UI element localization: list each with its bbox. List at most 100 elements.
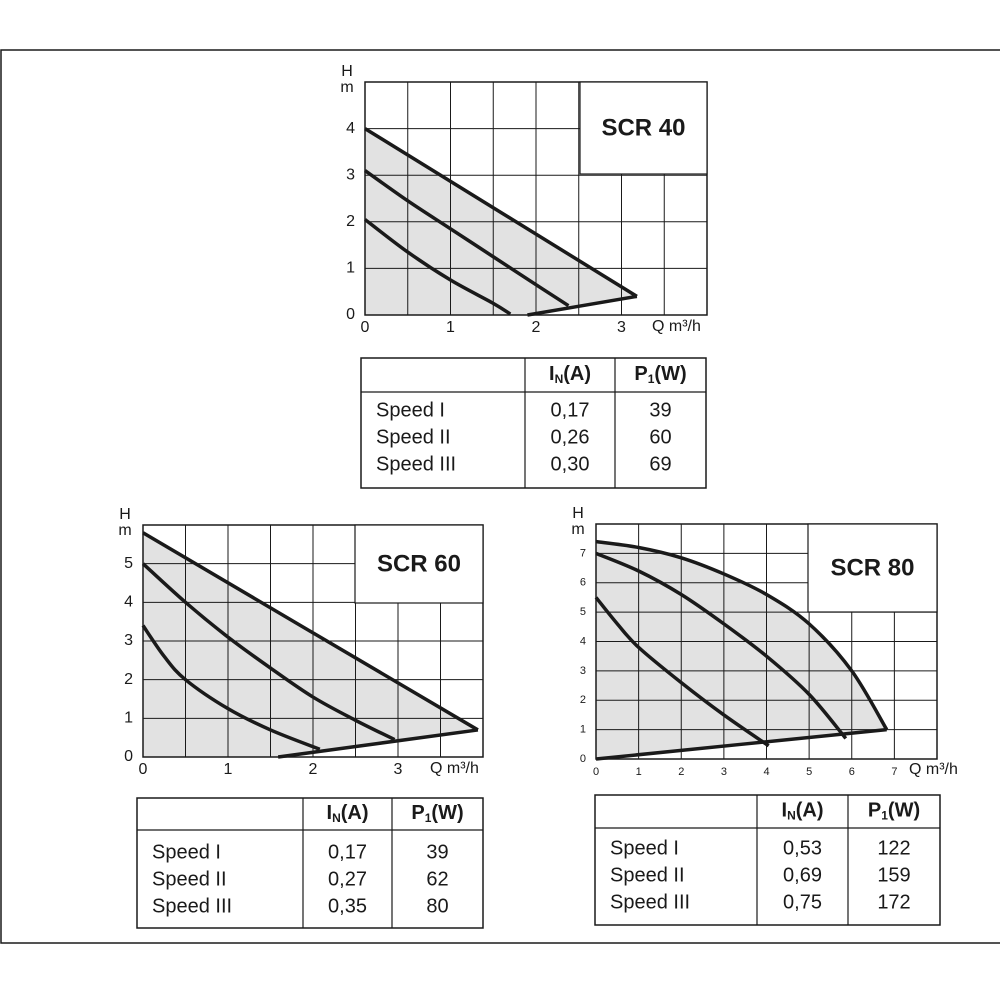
pump-curve: [363, 218, 512, 316]
table-header: P1(W): [411, 802, 463, 825]
table-cell: 0,26: [551, 426, 590, 448]
header-subscript: N: [332, 811, 341, 825]
x-tick-label: 2: [309, 761, 318, 778]
y-axis-label: H: [572, 505, 584, 522]
y-tick-label: 5: [580, 606, 586, 618]
table-cell: 39: [426, 841, 448, 863]
x-tick-label: 0: [139, 761, 148, 778]
row-label: Speed III: [376, 453, 456, 475]
y-tick-label: 4: [346, 120, 355, 137]
table-cell: 0,17: [551, 399, 590, 421]
table-cell: 172: [877, 891, 910, 913]
x-tick-label: 1: [636, 766, 642, 778]
x-tick-label: 2: [532, 319, 541, 336]
y-tick-label: 2: [124, 671, 133, 688]
table-border: [136, 797, 484, 929]
row-label: Speed I: [610, 837, 679, 859]
table-cell: 60: [649, 426, 671, 448]
pump-curve: [594, 596, 770, 748]
row-label: Speed I: [152, 841, 221, 863]
table-cell: 0,30: [551, 453, 590, 475]
y-tick-label: 5: [124, 555, 133, 572]
row-label: Speed II: [152, 868, 227, 890]
x-tick-label: 3: [721, 766, 727, 778]
row-label: Speed III: [152, 895, 232, 917]
y-tick-label: 1: [346, 260, 355, 277]
x-axis-label: Q m³/h: [652, 318, 701, 335]
plot-border: [595, 523, 938, 760]
pump-curve: [142, 531, 479, 732]
header-subscript: 1: [648, 372, 655, 386]
chart-title: SCR 40: [601, 114, 685, 141]
header-unit: (A): [563, 363, 591, 385]
table-border: [360, 357, 707, 489]
row-label: Speed II: [376, 426, 451, 448]
x-tick-label: 3: [617, 319, 626, 336]
pump-curve: [595, 539, 889, 731]
y-tick-label: 4: [580, 635, 586, 647]
y-axis-unit: m: [118, 522, 131, 539]
y-tick-label: 3: [346, 166, 355, 183]
table-cell: 0,17: [328, 841, 367, 863]
y-tick-label: 6: [580, 577, 586, 589]
y-axis-unit: m: [340, 79, 353, 96]
x-tick-label: 1: [224, 761, 233, 778]
pump-curve: [141, 624, 321, 751]
title-box: [579, 81, 708, 175]
header-subscript: 1: [881, 809, 888, 823]
table-cell: 122: [877, 837, 910, 859]
x-tick-label: 1: [446, 319, 455, 336]
y-tick-label: 0: [124, 748, 133, 765]
x-tick-label: 2: [678, 766, 684, 778]
table-border: [594, 794, 941, 926]
frame: [0, 49, 1000, 944]
row-label: Speed II: [610, 864, 685, 886]
y-tick-label: 1: [124, 710, 133, 727]
operating-area: [596, 541, 887, 759]
pump-curve: [363, 169, 570, 308]
table-cell: 159: [877, 864, 910, 886]
row-label: Speed III: [610, 891, 690, 913]
title-box: [807, 523, 938, 613]
table-cell: 0,69: [783, 864, 822, 886]
x-axis-label: Q m³/h: [430, 760, 479, 777]
header-symbol: I: [782, 800, 788, 822]
header-symbol: I: [327, 802, 333, 824]
x-tick-label: 3: [394, 761, 403, 778]
chart-title: SCR 80: [830, 554, 914, 581]
table-cell: 0,53: [783, 837, 822, 859]
table-header: P1(W): [634, 363, 686, 386]
x-tick-label: 6: [849, 766, 855, 778]
table-header: IN(A): [549, 363, 591, 386]
header-unit: (W): [654, 363, 686, 385]
header-subscript: N: [555, 372, 564, 386]
header-unit: (A): [341, 802, 369, 824]
y-tick-label: 0: [346, 306, 355, 323]
plot-border: [142, 524, 484, 758]
row-label: Speed I: [376, 399, 445, 421]
y-tick-label: 1: [580, 724, 586, 736]
x-tick-label: 5: [806, 766, 812, 778]
y-tick-label: 2: [580, 694, 586, 706]
table-cell: 0,75: [783, 891, 822, 913]
table-header: P1(W): [868, 800, 920, 823]
pump-curve: [277, 728, 479, 759]
table-header: IN(A): [327, 802, 369, 825]
header-symbol: P: [634, 363, 647, 385]
header-symbol: I: [549, 363, 555, 385]
y-axis-label: H: [119, 506, 131, 523]
table-cell: 0,27: [328, 868, 367, 890]
x-tick-label: 4: [763, 766, 769, 778]
table-cell: 39: [649, 399, 671, 421]
x-tick-label: 0: [593, 766, 599, 778]
pump-curve: [595, 727, 887, 761]
header-unit: (A): [796, 800, 824, 822]
table-cell: 0,35: [328, 895, 367, 917]
y-axis-label: H: [341, 63, 353, 80]
pump-curve: [527, 294, 638, 317]
header-unit: (W): [888, 800, 920, 822]
header-symbol: P: [411, 802, 424, 824]
header-subscript: N: [787, 809, 796, 823]
y-tick-label: 3: [580, 665, 586, 677]
